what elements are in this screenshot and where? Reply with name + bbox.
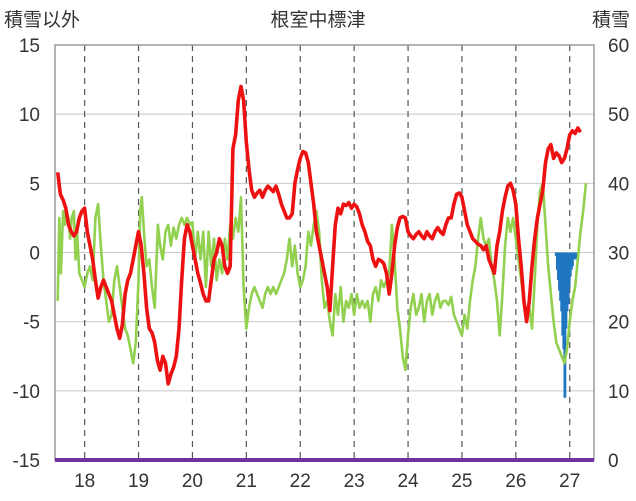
x-tick-label: 20 <box>182 471 203 492</box>
left-axis: -15 -10 -5 0 5 10 15 <box>13 36 40 472</box>
series-lines <box>55 84 588 386</box>
chart-title: 根室中標津 <box>270 9 365 31</box>
right-tick-label: 10 <box>608 382 629 403</box>
x-tick-label: 18 <box>74 471 95 492</box>
left-tick-label: -5 <box>23 313 40 334</box>
x-axis: 18 19 20 21 22 23 24 25 26 27 <box>74 471 580 492</box>
red-series-line <box>55 84 583 386</box>
left-tick-label: 10 <box>19 105 40 126</box>
left-tick-label: 0 <box>29 244 40 265</box>
right-tick-label: 50 <box>608 105 629 126</box>
right-tick-label: 0 <box>608 451 619 472</box>
right-tick-label: 60 <box>608 36 629 57</box>
x-tick-label: 24 <box>397 471 419 492</box>
green-series-line <box>56 182 588 372</box>
x-tick-label: 21 <box>236 471 257 492</box>
left-axis-label: 積雪以外 <box>4 9 80 31</box>
x-tick-label: 23 <box>344 471 365 492</box>
left-tick-label: -15 <box>13 451 40 472</box>
left-tick-label: -10 <box>13 382 40 403</box>
x-tick-label: 19 <box>128 471 149 492</box>
right-tick-label: 20 <box>608 313 629 334</box>
left-tick-label: 5 <box>29 174 40 195</box>
x-tick-label: 25 <box>451 471 472 492</box>
right-axis-label: 積雪 <box>592 9 630 31</box>
snow-bar <box>574 252 578 260</box>
snow-bar <box>571 252 574 267</box>
left-tick-label: 15 <box>19 36 40 57</box>
right-axis: 0 10 20 30 40 50 60 <box>608 36 629 472</box>
x-tick-label: 22 <box>290 471 311 492</box>
x-tick-label: 26 <box>505 471 526 492</box>
right-tick-label: 30 <box>608 244 629 265</box>
right-tick-label: 40 <box>608 174 629 195</box>
x-tick-label: 27 <box>559 471 580 492</box>
snow-bars <box>554 252 578 398</box>
